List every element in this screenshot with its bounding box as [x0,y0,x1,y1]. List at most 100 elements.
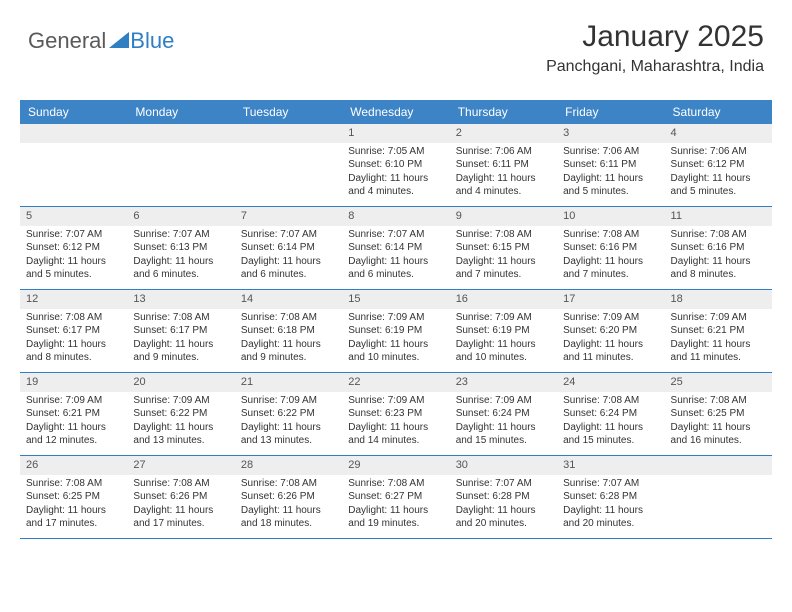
day-detail-line: Sunrise: 7:08 AM [563,228,658,242]
day-detail-line: and 14 minutes. [348,434,443,448]
day-details: Sunrise: 7:07 AMSunset: 6:28 PMDaylight:… [557,477,664,535]
day-details: Sunrise: 7:09 AMSunset: 6:22 PMDaylight:… [127,394,234,452]
day-detail-line: Sunset: 6:14 PM [348,241,443,255]
day-detail-line: and 6 minutes. [348,268,443,282]
day-number: 16 [450,290,557,309]
calendar-day-cell [20,124,127,206]
day-number: 12 [20,290,127,309]
day-detail-line: and 6 minutes. [133,268,228,282]
day-detail-line: Sunrise: 7:06 AM [563,145,658,159]
day-detail-line: Sunrise: 7:08 AM [133,477,228,491]
day-detail-line: Sunrise: 7:09 AM [348,394,443,408]
day-detail-line: Sunset: 6:22 PM [241,407,336,421]
day-number: 29 [342,456,449,475]
day-detail-line: Sunrise: 7:08 AM [241,311,336,325]
day-detail-line: Sunset: 6:28 PM [563,490,658,504]
calendar-day-cell: 27Sunrise: 7:08 AMSunset: 6:26 PMDayligh… [127,456,234,538]
calendar-day-cell: 12Sunrise: 7:08 AMSunset: 6:17 PMDayligh… [20,290,127,372]
day-detail-line: Sunset: 6:24 PM [456,407,551,421]
day-detail-line: and 8 minutes. [26,351,121,365]
day-detail-line: and 8 minutes. [671,268,766,282]
calendar-week-row: 26Sunrise: 7:08 AMSunset: 6:25 PMDayligh… [20,456,772,539]
day-detail-line: Daylight: 11 hours [26,421,121,435]
day-detail-line: and 4 minutes. [348,185,443,199]
day-number: 18 [665,290,772,309]
day-detail-line: Sunrise: 7:06 AM [456,145,551,159]
day-details: Sunrise: 7:07 AMSunset: 6:12 PMDaylight:… [20,228,127,286]
day-detail-line: and 17 minutes. [133,517,228,531]
day-detail-line: and 5 minutes. [26,268,121,282]
day-detail-line: Sunrise: 7:06 AM [671,145,766,159]
day-detail-line: and 5 minutes. [563,185,658,199]
day-header: Saturday [665,100,772,124]
day-detail-line: Sunset: 6:25 PM [671,407,766,421]
day-number: 2 [450,124,557,143]
day-details: Sunrise: 7:08 AMSunset: 6:27 PMDaylight:… [342,477,449,535]
day-detail-line: and 20 minutes. [563,517,658,531]
calendar-day-cell: 6Sunrise: 7:07 AMSunset: 6:13 PMDaylight… [127,207,234,289]
day-details: Sunrise: 7:07 AMSunset: 6:14 PMDaylight:… [342,228,449,286]
day-detail-line: Sunset: 6:17 PM [133,324,228,338]
day-detail-line: Sunset: 6:13 PM [133,241,228,255]
day-number [20,124,127,143]
calendar-day-cell: 25Sunrise: 7:08 AMSunset: 6:25 PMDayligh… [665,373,772,455]
day-detail-line: and 13 minutes. [241,434,336,448]
day-detail-line: and 19 minutes. [348,517,443,531]
day-detail-line: Sunrise: 7:08 AM [133,311,228,325]
calendar-day-cell: 16Sunrise: 7:09 AMSunset: 6:19 PMDayligh… [450,290,557,372]
day-detail-line: Sunset: 6:27 PM [348,490,443,504]
day-details: Sunrise: 7:06 AMSunset: 6:11 PMDaylight:… [557,145,664,203]
logo-text-2: Blue [130,28,174,54]
day-details: Sunrise: 7:08 AMSunset: 6:26 PMDaylight:… [235,477,342,535]
day-number: 24 [557,373,664,392]
calendar-day-cell: 10Sunrise: 7:08 AMSunset: 6:16 PMDayligh… [557,207,664,289]
logo-text-1: General [28,28,106,54]
day-detail-line: Daylight: 11 hours [348,255,443,269]
calendar-day-cell: 30Sunrise: 7:07 AMSunset: 6:28 PMDayligh… [450,456,557,538]
day-detail-line: Daylight: 11 hours [241,504,336,518]
day-detail-line: Daylight: 11 hours [563,172,658,186]
day-detail-line: Sunrise: 7:09 AM [671,311,766,325]
day-detail-line: Daylight: 11 hours [348,338,443,352]
calendar-day-cell: 29 Sunrise: 7:08 AMSunset: 6:27 PMDayligh… [342,456,449,538]
day-detail-line: Daylight: 11 hours [563,255,658,269]
day-detail-line: Daylight: 11 hours [671,255,766,269]
day-detail-line: Sunset: 6:12 PM [671,158,766,172]
day-detail-line: Daylight: 11 hours [133,255,228,269]
calendar-day-cell: 24Sunrise: 7:08 AMSunset: 6:24 PMDayligh… [557,373,664,455]
day-detail-line: Daylight: 11 hours [26,504,121,518]
day-detail-line: Daylight: 11 hours [133,338,228,352]
day-detail-line: Sunrise: 7:09 AM [348,311,443,325]
calendar-day-cell: 4 Sunrise: 7:06 AMSunset: 6:12 PMDaylight… [665,124,772,206]
calendar-day-cell: 31Sunrise: 7:07 AMSunset: 6:28 PMDayligh… [557,456,664,538]
day-detail-line: Sunset: 6:11 PM [563,158,658,172]
day-number: 26 [20,456,127,475]
day-details: Sunrise: 7:09 AMSunset: 6:20 PMDaylight:… [557,311,664,369]
day-detail-line: Sunset: 6:12 PM [26,241,121,255]
day-detail-line: Sunrise: 7:09 AM [456,394,551,408]
day-number: 15 [342,290,449,309]
day-detail-line: Daylight: 11 hours [348,172,443,186]
calendar-day-cell: 3Sunrise: 7:06 AMSunset: 6:11 PMDaylight… [557,124,664,206]
calendar-day-cell: 17 Sunrise: 7:09 AMSunset: 6:20 PMDayligh… [557,290,664,372]
page-title: January 2025 [546,20,764,54]
day-number: 7 [235,207,342,226]
day-detail-line: and 7 minutes. [456,268,551,282]
day-detail-line: Daylight: 11 hours [456,338,551,352]
day-detail-line: and 6 minutes. [241,268,336,282]
day-detail-line: Daylight: 11 hours [456,421,551,435]
calendar-day-cell: 7Sunrise: 7:07 AMSunset: 6:14 PMDaylight… [235,207,342,289]
day-detail-line: Sunset: 6:19 PM [348,324,443,338]
day-details: Sunrise: 7:06 AMSunset: 6:12 PMDaylight:… [665,145,772,203]
calendar-day-cell: 1Sunrise: 7:05 AMSunset: 6:10 PMDaylight… [342,124,449,206]
calendar-day-cell: 14Sunrise: 7:08 AMSunset: 6:18 PMDayligh… [235,290,342,372]
day-detail-line: Daylight: 11 hours [563,338,658,352]
calendar-day-cell [235,124,342,206]
day-detail-line: Daylight: 11 hours [133,504,228,518]
day-number: 17 [557,290,664,309]
day-number: 4 [665,124,772,143]
calendar-header-row: SundayMondayTuesdayWednesdayThursdayFrid… [20,100,772,124]
day-detail-line: Sunset: 6:19 PM [456,324,551,338]
day-detail-line: and 10 minutes. [456,351,551,365]
day-detail-line: Sunset: 6:10 PM [348,158,443,172]
